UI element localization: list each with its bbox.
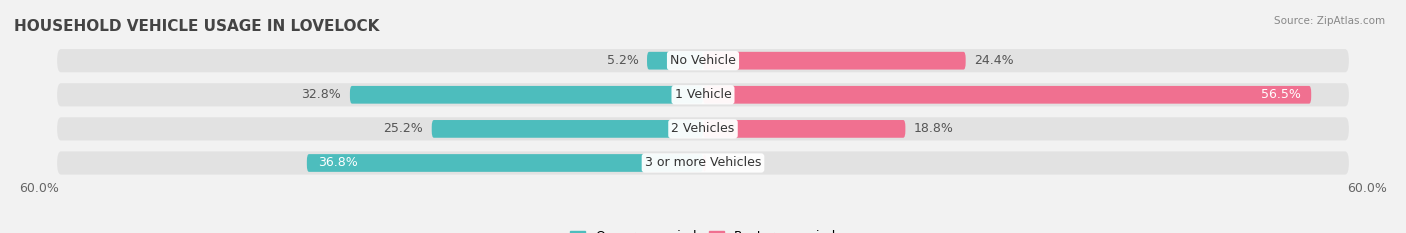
FancyBboxPatch shape: [703, 86, 1312, 104]
Text: 5.2%: 5.2%: [606, 54, 638, 67]
Text: 56.5%: 56.5%: [1261, 88, 1301, 101]
Text: No Vehicle: No Vehicle: [671, 54, 735, 67]
Text: 32.8%: 32.8%: [301, 88, 342, 101]
FancyBboxPatch shape: [58, 151, 1348, 175]
FancyBboxPatch shape: [307, 154, 703, 172]
FancyBboxPatch shape: [703, 52, 966, 70]
Text: HOUSEHOLD VEHICLE USAGE IN LOVELOCK: HOUSEHOLD VEHICLE USAGE IN LOVELOCK: [14, 19, 380, 34]
FancyBboxPatch shape: [350, 86, 703, 104]
Text: 60.0%: 60.0%: [1347, 182, 1386, 195]
FancyBboxPatch shape: [703, 154, 706, 172]
Text: 0.29%: 0.29%: [714, 157, 755, 169]
FancyBboxPatch shape: [58, 117, 1348, 140]
Text: 25.2%: 25.2%: [384, 122, 423, 135]
Text: 2 Vehicles: 2 Vehicles: [672, 122, 734, 135]
FancyBboxPatch shape: [58, 83, 1348, 106]
FancyBboxPatch shape: [432, 120, 703, 138]
Text: 18.8%: 18.8%: [914, 122, 953, 135]
Legend: Owner-occupied, Renter-occupied: Owner-occupied, Renter-occupied: [565, 225, 841, 233]
Text: 36.8%: 36.8%: [318, 157, 357, 169]
Text: 60.0%: 60.0%: [20, 182, 59, 195]
Text: 24.4%: 24.4%: [974, 54, 1014, 67]
Text: Source: ZipAtlas.com: Source: ZipAtlas.com: [1274, 16, 1385, 26]
FancyBboxPatch shape: [58, 49, 1348, 72]
Text: 3 or more Vehicles: 3 or more Vehicles: [645, 157, 761, 169]
FancyBboxPatch shape: [647, 52, 703, 70]
Text: 1 Vehicle: 1 Vehicle: [675, 88, 731, 101]
FancyBboxPatch shape: [703, 120, 905, 138]
